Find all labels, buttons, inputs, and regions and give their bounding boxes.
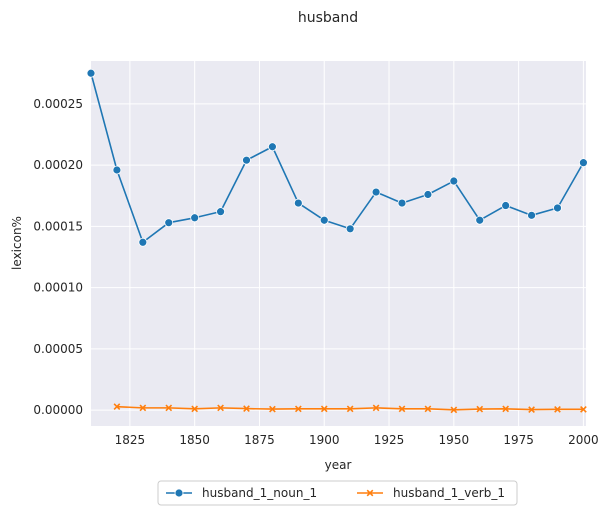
data-point [449,176,459,186]
data-point [502,405,510,413]
x-axis-label: year [325,458,352,472]
data-point [86,68,96,78]
data-point [165,404,173,412]
plot-area [91,61,586,426]
data-point [580,405,587,413]
data-point [243,405,250,412]
legend-marker [174,488,184,498]
data-point [138,237,148,247]
y-tick-label: 0.00010 [33,281,83,295]
y-tick-label: 0.00005 [33,342,83,356]
data-point [346,405,354,413]
x-tick-label: 1900 [309,433,340,447]
data-point [268,142,277,152]
data-point [294,405,302,413]
data-point [424,405,432,413]
y-axis-ticks: 0.00000 0.00005 0.00010 0.00015 0.00020 0.000… [33,97,83,417]
data-point [217,404,224,412]
grid-lines [91,61,586,426]
y-tick-label: 0.00015 [33,219,83,233]
y-tick-label: 0.00000 [33,403,83,417]
x-tick-label: 1950 [439,433,470,447]
x-axis-ticks: 1825 1850 1875 1900 1925 1950 1975 2000 [115,433,599,447]
data-point [293,198,303,208]
x-tick-label: 1975 [503,433,534,447]
data-point [320,405,328,413]
x-tick-label: 1825 [115,433,146,447]
data-point [554,405,561,413]
data-point [398,405,406,413]
data-point [216,207,225,217]
y-tick-label: 0.00020 [33,158,83,172]
legend: husband_1_noun_1 husband_1_verb_1 [157,480,518,506]
data-point [553,203,562,213]
data-point [371,187,381,197]
x-tick-label: 1875 [244,433,275,447]
series-layer [86,68,588,414]
data-point [397,198,407,208]
x-tick-label: 1850 [179,433,210,447]
data-point [112,165,122,175]
data-point [476,405,484,413]
y-axis-label: lexicon% [10,216,24,270]
y-tick-label: 0.00025 [33,97,83,111]
legend-box [157,480,518,506]
x-tick-label: 2000 [568,433,599,447]
legend-label: husband_1_noun_1 [202,486,317,500]
data-point [139,404,147,412]
series-husband_1_verb_1 [113,403,587,414]
data-point [269,405,276,413]
data-point [190,213,200,223]
data-point [113,403,121,411]
series-husband_1_noun_1 [86,68,588,247]
data-point [319,215,329,225]
data-point [345,224,355,234]
data-point [372,404,380,412]
data-point [423,190,433,199]
legend-marker [366,489,374,497]
x-tick-label: 1925 [374,433,405,447]
data-point [501,201,511,210]
data-point [191,405,199,413]
data-point [164,218,174,228]
legend-label: husband_1_verb_1 [393,486,505,500]
data-point [242,155,251,165]
data-point [528,406,535,413]
chart-title: husband [298,10,358,26]
data-point [450,406,458,414]
data-point [527,210,536,220]
data-point [475,215,485,225]
data-point [579,158,588,168]
